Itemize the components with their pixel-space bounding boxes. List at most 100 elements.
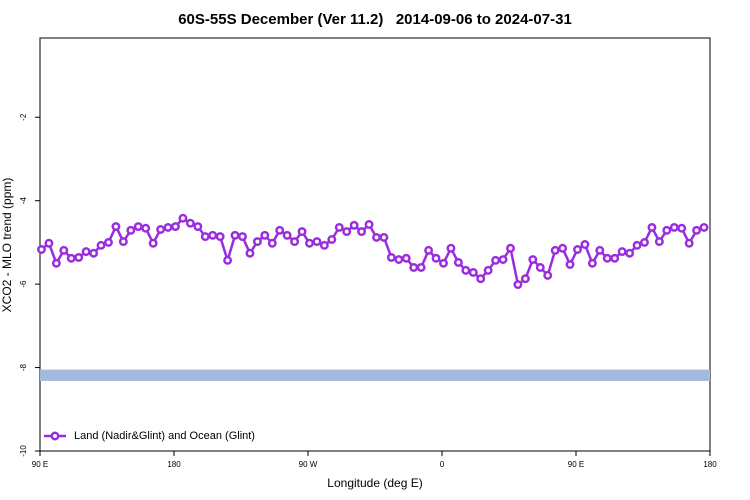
data-point [654, 237, 664, 247]
data-point [290, 237, 300, 247]
data-point [461, 265, 471, 275]
data-point [342, 227, 352, 237]
data-point [275, 225, 285, 235]
data-point [126, 225, 136, 235]
x-tick-label: 90 E [32, 460, 48, 469]
data-point [133, 222, 143, 232]
data-point [74, 252, 84, 262]
data-point [156, 225, 166, 234]
data-point [528, 255, 538, 264]
data-point [178, 213, 188, 223]
data-point [357, 227, 367, 237]
data-point [252, 237, 262, 247]
data-point [104, 237, 113, 247]
data-point [319, 240, 329, 250]
data-point [610, 253, 620, 263]
y-tick-label: -4 [19, 197, 28, 205]
data-point [513, 280, 523, 289]
data-point [148, 238, 158, 248]
data-point [394, 255, 404, 264]
data-point [424, 245, 434, 255]
data-point [372, 232, 381, 242]
data-point [141, 223, 151, 233]
data-point [535, 262, 545, 272]
data-point [595, 245, 605, 255]
data-point [230, 230, 240, 240]
data-point [51, 258, 61, 268]
x-tick-label: 0 [440, 460, 445, 469]
data-point [491, 255, 501, 265]
data-point [431, 253, 441, 263]
data-point [558, 243, 568, 253]
data-point [66, 253, 76, 263]
data-point [238, 232, 247, 242]
data-point [260, 230, 270, 240]
legend-label: Land (Nadir&Glint) and Ocean (Glint) [74, 430, 255, 442]
data-point [81, 247, 91, 257]
reference-band [40, 369, 710, 381]
data-point [193, 222, 203, 232]
data-point [401, 253, 411, 263]
data-point [446, 243, 456, 253]
data-point [506, 243, 515, 253]
data-point [669, 222, 679, 232]
x-tick-label: 90 W [299, 460, 318, 469]
data-point [625, 248, 635, 258]
data-point [297, 227, 307, 237]
data-point [573, 245, 582, 254]
data-point [185, 218, 195, 228]
x-tick-label: 180 [703, 460, 717, 469]
data-point [632, 240, 642, 250]
data-point [520, 274, 530, 284]
plot-frame [39, 37, 711, 452]
y-tick-label: -10 [19, 445, 28, 457]
data-point [215, 232, 225, 242]
data-point [543, 270, 553, 280]
data-point [565, 260, 575, 269]
data-point [416, 262, 426, 272]
data-point [349, 220, 359, 230]
data-point [386, 252, 396, 262]
data-point [163, 222, 173, 232]
y-tick-label: -2 [19, 113, 28, 121]
chart-title: 60S-55S December (Ver 11.2) 2014-09-06 t… [178, 11, 572, 28]
data-point [439, 258, 448, 268]
data-point [468, 268, 478, 277]
data-point [59, 245, 69, 255]
data-point [267, 238, 277, 248]
y-axis-label: XCO2 - MLO trend (ppm) [0, 178, 14, 313]
data-point [171, 222, 180, 232]
data-point [282, 230, 292, 240]
data-point [699, 222, 709, 232]
data-point [692, 225, 702, 235]
data-point [453, 257, 463, 267]
data-point [379, 232, 389, 242]
data-point [476, 274, 486, 284]
data-point [208, 230, 218, 240]
data-point [617, 247, 627, 257]
x-tick-label: 90 E [568, 460, 584, 469]
y-tick-label: -8 [19, 363, 28, 371]
data-point [245, 248, 255, 258]
data-point [587, 258, 597, 268]
data-point [550, 245, 560, 255]
data-point [111, 222, 121, 232]
data-point [89, 248, 99, 258]
legend-marker [50, 431, 60, 441]
data-point [662, 225, 672, 235]
data-point [118, 237, 128, 247]
y-tick-label: -6 [19, 280, 28, 288]
data-point [602, 253, 612, 263]
data-point [483, 265, 493, 275]
data-point [334, 222, 344, 232]
data-point [200, 232, 210, 242]
data-point [305, 238, 314, 248]
data-point [580, 240, 590, 249]
data-point [409, 262, 419, 272]
data-point [498, 255, 508, 264]
data-point [96, 240, 106, 250]
data-point [647, 222, 657, 232]
data-point [312, 237, 322, 247]
data-point [327, 235, 337, 244]
